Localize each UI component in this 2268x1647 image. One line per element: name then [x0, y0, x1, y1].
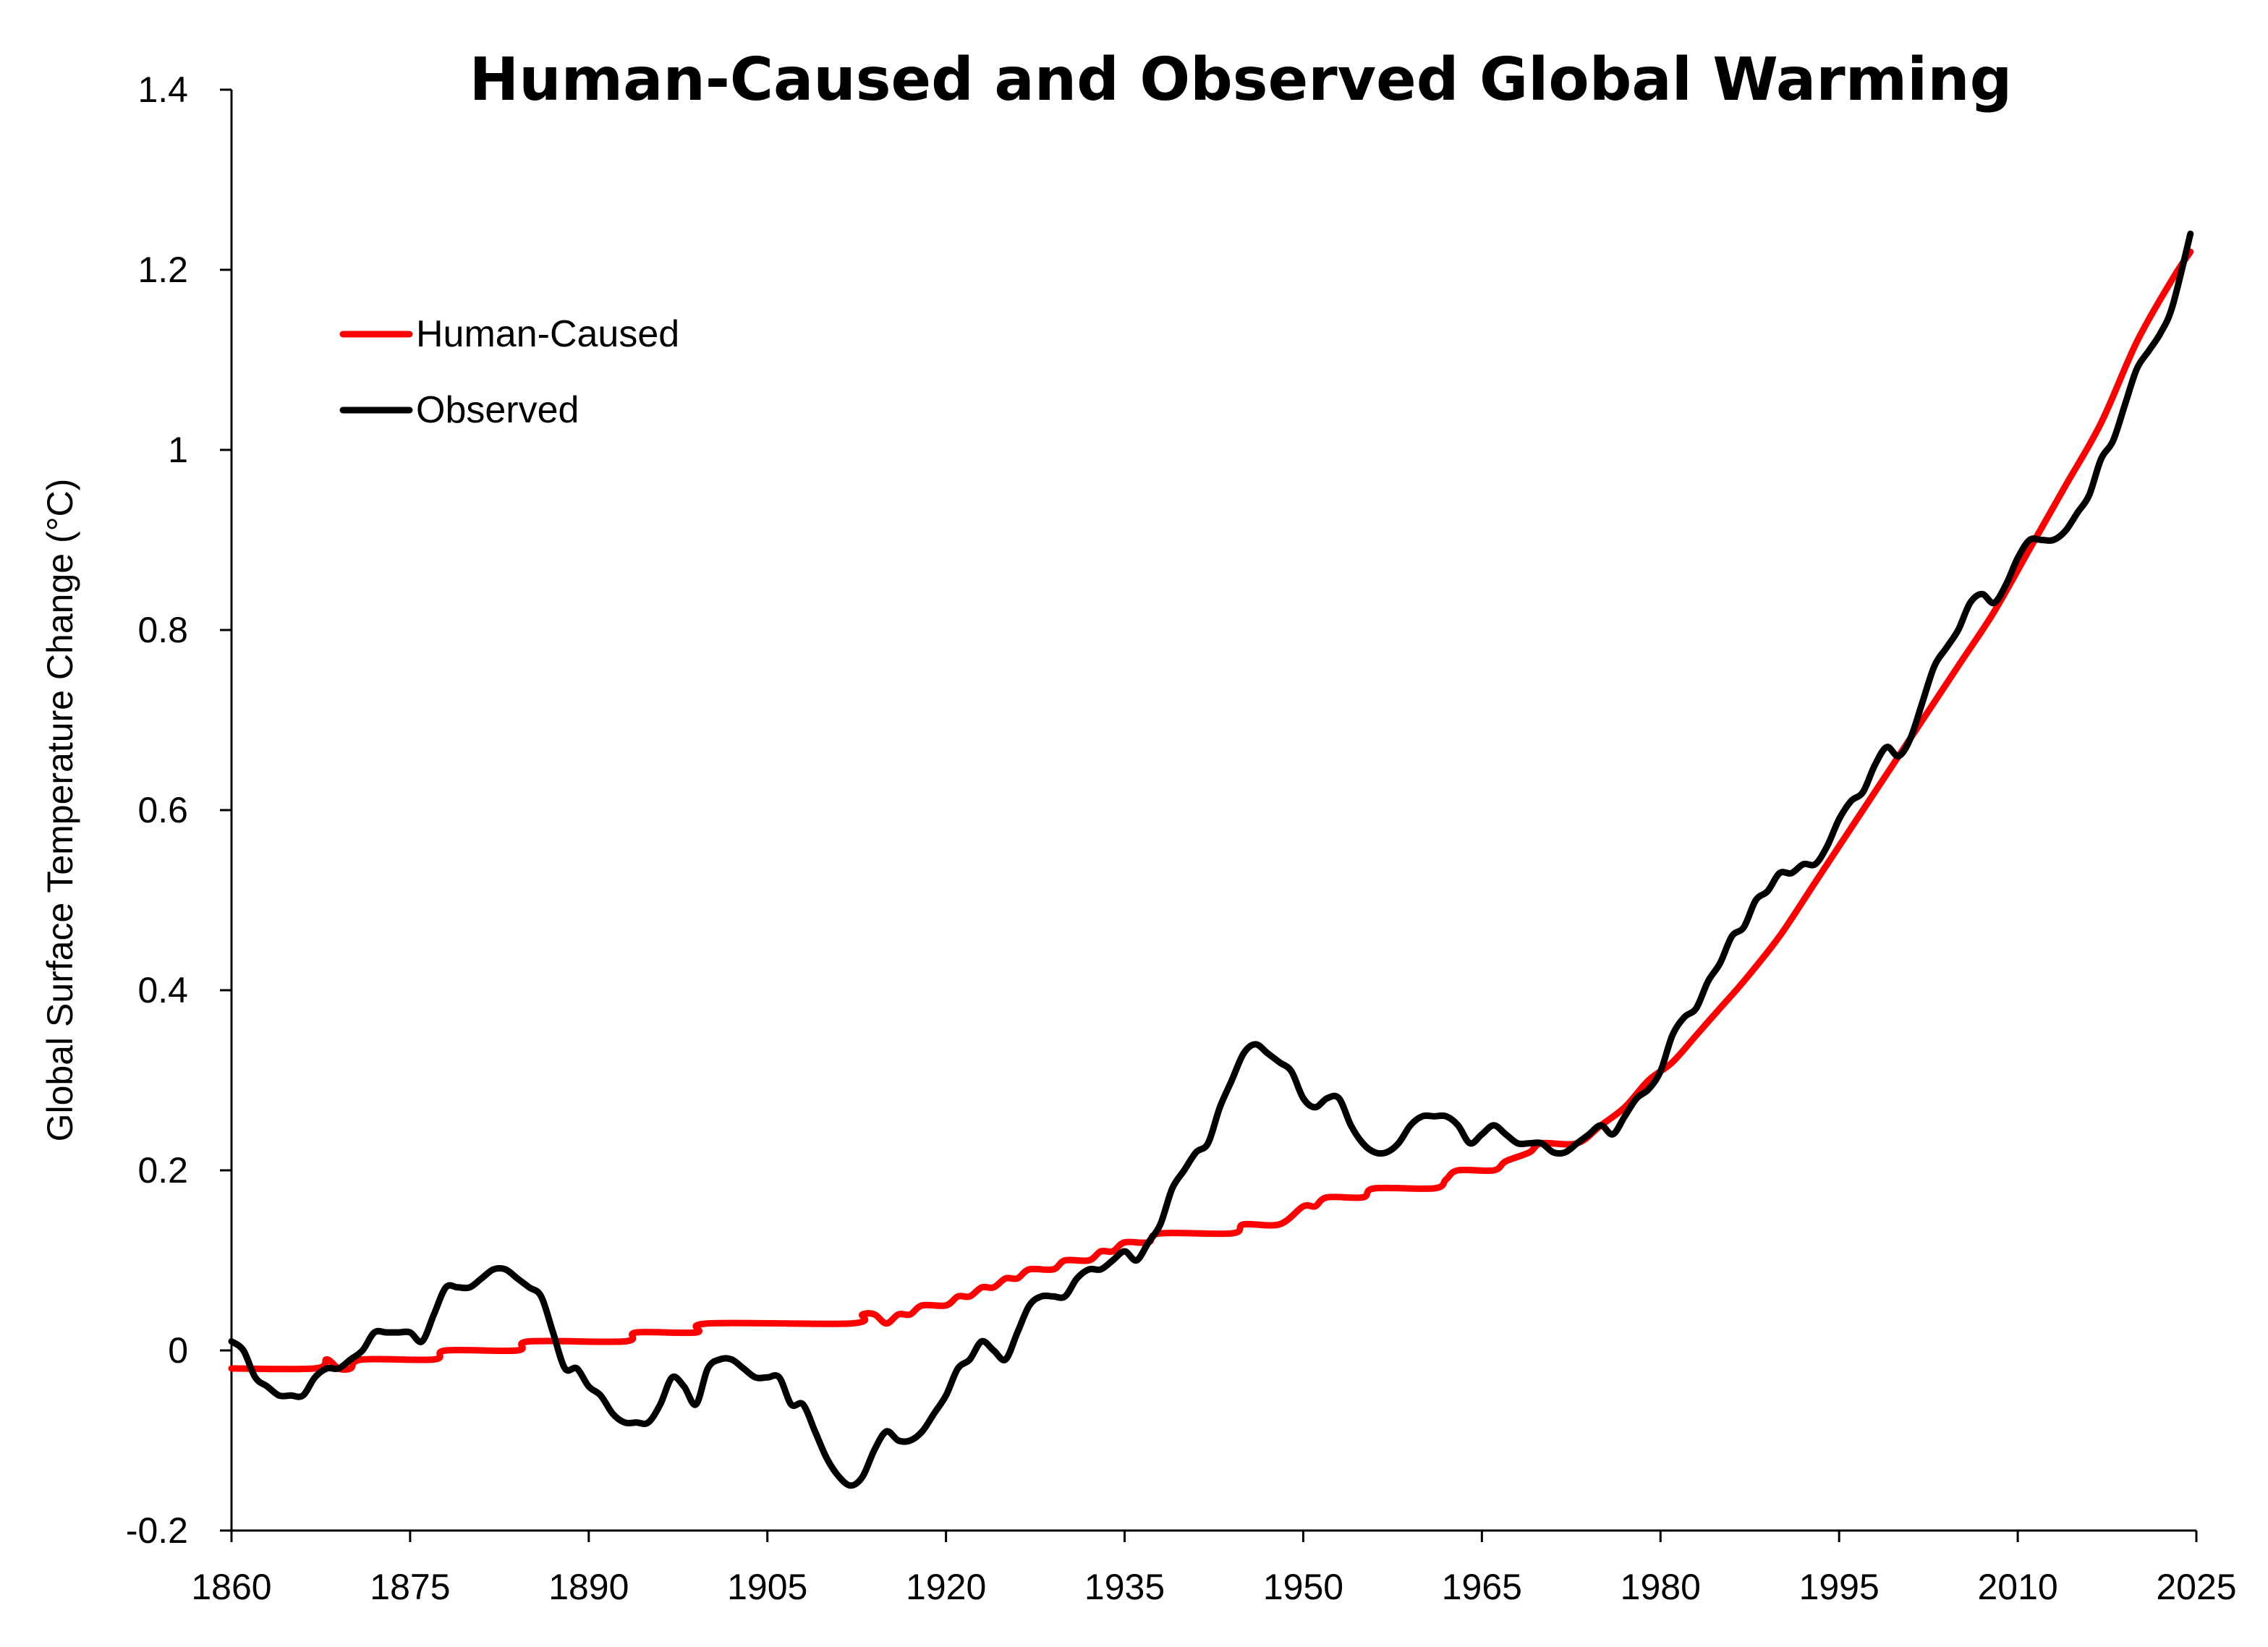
x-tick-label: 1965	[1442, 1567, 1522, 1607]
legend: Human-Caused Observed	[339, 313, 679, 431]
y-tick-label: 0.6	[137, 790, 188, 830]
y-tick-label: 0.4	[137, 970, 188, 1010]
legend-label-observed: Observed	[416, 389, 579, 431]
x-tick-label: 1950	[1263, 1567, 1343, 1607]
x-tick-label: 1935	[1084, 1567, 1165, 1607]
legend-label-human-caused: Human-Caused	[416, 313, 679, 355]
x-tick-label: 1995	[1799, 1567, 1880, 1607]
y-tick-label: 1.2	[137, 250, 188, 290]
x-tick-label: 1860	[191, 1567, 271, 1607]
y-tick-label: 1	[168, 430, 188, 470]
x-tick-label: 1875	[370, 1567, 450, 1607]
y-tick-label: 0	[168, 1330, 188, 1371]
x-tick-label: 1905	[727, 1567, 807, 1607]
series-group	[228, 230, 2194, 1489]
x-tick-label: 1980	[1621, 1567, 1701, 1607]
x-tick-label: 2010	[1977, 1567, 2057, 1607]
x-axis: 1860 1875 1890 1905 1920 1935 1950 1965 1980 1995…	[191, 1529, 2237, 1607]
y-tick-label: 0.8	[137, 610, 188, 650]
series-line-human-caused	[228, 248, 2194, 1373]
x-tick-label: 1890	[548, 1567, 629, 1607]
y-axis: -0.2 0 0.2 0.4 0.6 0.8 1 1.2 1.4	[126, 69, 233, 1551]
y-tick-label: 0.2	[137, 1150, 188, 1191]
y-tick-label: 1.4	[137, 69, 188, 110]
y-axis-label: Global Surface Temperature Change (°C)	[40, 479, 80, 1142]
series-line-observed	[228, 230, 2194, 1489]
chart-title: Human-Caused and Observed Global Warming	[470, 46, 2013, 114]
y-tick-label: -0.2	[126, 1510, 188, 1551]
x-tick-label: 2025	[2156, 1567, 2236, 1607]
x-tick-label: 1920	[906, 1567, 986, 1607]
